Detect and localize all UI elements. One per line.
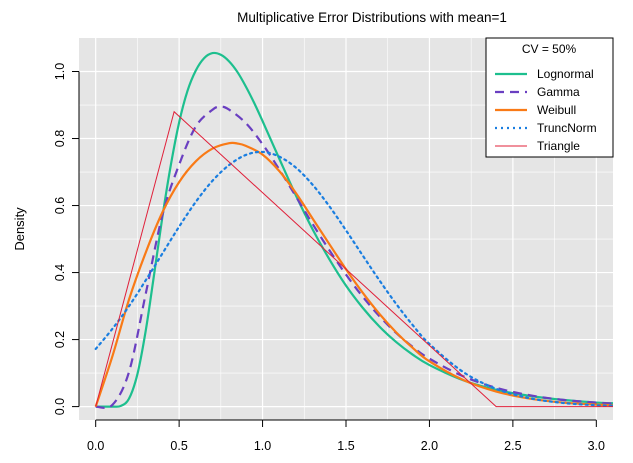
legend-label-truncnorm: TruncNorm <box>537 121 597 135</box>
legend-title: CV = 50% <box>522 42 577 56</box>
y-tick-label: 0.0 <box>53 398 67 415</box>
x-tick-label: 0.5 <box>170 439 187 453</box>
legend-box <box>485 37 614 158</box>
legend-label-triangle: Triangle <box>537 139 580 153</box>
series-line-triangle <box>95 110 613 408</box>
x-tick-label: 1.0 <box>254 439 271 453</box>
y-tick-label: 0.4 <box>53 264 67 281</box>
legend-label-gamma: Gamma <box>537 85 580 99</box>
legend-items: Lognormal Gamma Weibull TruncNorm Triangle <box>495 67 597 153</box>
legend-label-weibull: Weibull <box>537 103 576 117</box>
legend: CV = 50% Lognormal Gamma Weibull TruncNorm T… <box>485 37 614 158</box>
series-line-truncnorm <box>94 150 615 407</box>
series-line-weibull <box>94 141 614 407</box>
series-layer <box>94 51 615 410</box>
x-tick-label: 0.0 <box>87 439 104 453</box>
chart-title: Multiplicative Error Distributions with … <box>237 10 507 25</box>
grid <box>79 38 613 420</box>
x-tick-label: 2.0 <box>421 439 438 453</box>
x-tick-label: 1.5 <box>337 439 354 453</box>
legend-label-lognormal: Lognormal <box>537 67 594 81</box>
y-axis: 0.0 0.2 0.4 0.6 0.8 1.0 <box>53 63 80 415</box>
x-axis: 0.0 0.5 1.0 1.5 2.0 2.5 3.0 <box>87 419 605 453</box>
series-line-lognormal <box>95 51 614 408</box>
y-tick-label: 0.6 <box>53 197 67 214</box>
x-tick-label: 2.5 <box>504 439 521 453</box>
x-tick-label: 3.0 <box>588 439 605 453</box>
y-tick-label: 0.2 <box>53 331 67 348</box>
series-line-gamma <box>95 105 614 410</box>
y-axis-title: Density <box>12 207 27 251</box>
y-tick-label: 0.8 <box>53 130 67 147</box>
y-tick-label: 1.0 <box>53 63 67 80</box>
